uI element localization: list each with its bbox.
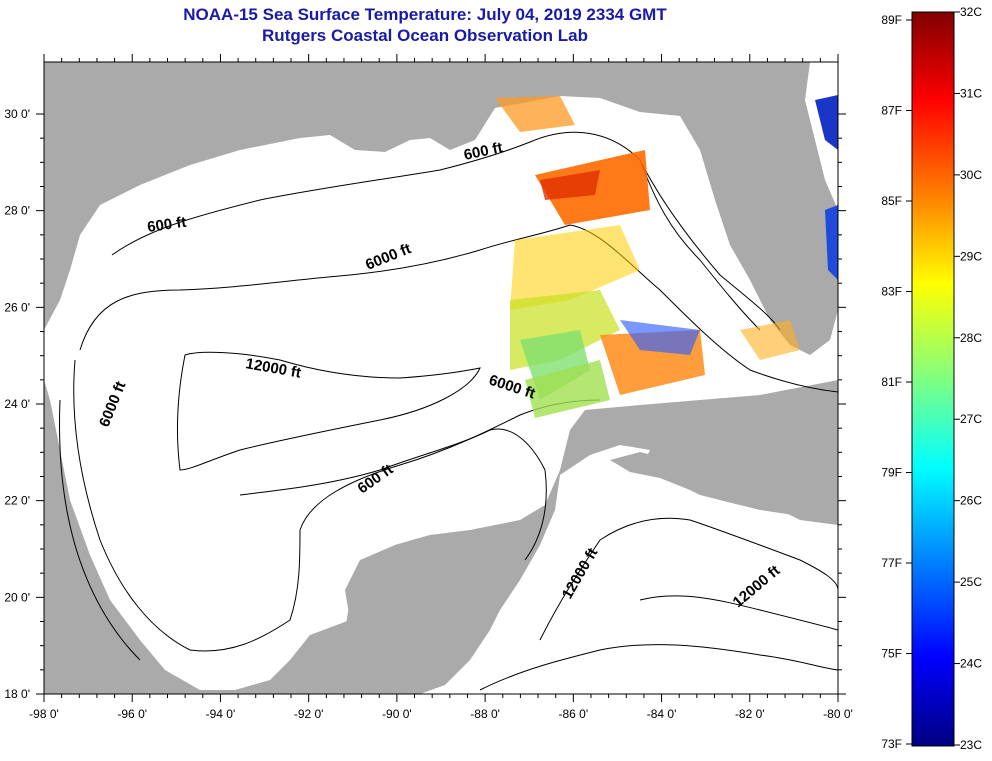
- title-line-1: NOAA-15 Sea Surface Temperature: July 04…: [183, 5, 667, 24]
- colorbar-c-label: 29C: [960, 249, 982, 263]
- colorbar-f-label: 81F: [881, 375, 902, 389]
- sst-patch-south: [525, 360, 610, 418]
- x-tick-label: -82 0': [735, 707, 765, 721]
- colorbar: [911, 11, 955, 747]
- x-tick-label: -96 0': [117, 707, 147, 721]
- y-tick-label: 26 0': [4, 300, 30, 314]
- contour-600ft: [111, 131, 781, 331]
- y-tick-label: 18 0': [4, 687, 30, 701]
- yucatan: [300, 528, 520, 694]
- contour-12000ft-east: [639, 595, 838, 631]
- contour-coast-west: [59, 399, 141, 661]
- colorbar-c-label: 23C: [960, 738, 982, 752]
- y-tick-label: 24 0': [4, 397, 30, 411]
- contour-600ft-yucatan: [239, 428, 547, 561]
- y-tick-label: 20 0': [4, 590, 30, 604]
- x-tick-label: -80 0': [823, 707, 853, 721]
- x-tick-label: -92 0': [294, 707, 324, 721]
- cuba: [610, 452, 838, 522]
- caribbean-sea: [420, 445, 838, 694]
- x-tick-label: -86 0': [559, 707, 589, 721]
- colorbar-c-label: 31C: [960, 86, 982, 100]
- colorbar-c-label: 32C: [960, 5, 982, 19]
- x-tick-label: -90 0': [382, 707, 412, 721]
- contour-12000ft-caribbean: [539, 517, 838, 641]
- x-tick-label: -94 0': [206, 707, 236, 721]
- sst-data-swath: [495, 95, 838, 418]
- colorbar-f-label: 85F: [881, 194, 902, 208]
- sst-patch-shelf: [495, 96, 575, 132]
- title-line-2: Rutgers Coastal Ocean Observation Lab: [262, 26, 588, 45]
- map-frame: [43, 61, 839, 695]
- sst-patch-north-dark: [540, 170, 600, 200]
- chart-title: NOAA-15 Sea Surface Temperature: July 04…: [0, 4, 850, 46]
- colorbar-f-label: 79F: [881, 466, 902, 480]
- colorbar-ticks: 89F 87F 85F 83F 81F 79F 77F 75F 73F 32C 31C 30C 29C 2…: [881, 5, 982, 752]
- colorbar-f-label: 83F: [881, 285, 902, 299]
- colorbar-f-label: 77F: [881, 556, 902, 570]
- colorbar-f-label: 87F: [881, 104, 902, 118]
- gulf-of-mexico: [44, 96, 838, 690]
- contour-florida-shelf: [639, 159, 761, 331]
- sst-patch-blue: [620, 320, 700, 355]
- colorbar-c-label: 28C: [960, 331, 982, 345]
- x-tick-label: -88 0': [470, 707, 500, 721]
- x-axis-ticks: -98 0' -96 0' -94 0' -92 0' -90 0' -88 0' -86 …: [29, 54, 853, 721]
- contour-6000ft: [79, 224, 838, 393]
- depth-contours: [59, 131, 838, 691]
- colorbar-f-label: 73F: [881, 737, 902, 751]
- colorbar-c-label: 30C: [960, 168, 982, 182]
- contour-6000ft-west: [73, 359, 601, 652]
- colorbar-f-label: 89F: [881, 13, 902, 27]
- y-tick-label: 22 0': [4, 494, 30, 508]
- contour-12000ft: [177, 351, 481, 471]
- x-tick-label: -98 0': [29, 707, 59, 721]
- colorbar-f-label: 75F: [881, 647, 902, 661]
- sst-patch-florida-keys: [740, 320, 800, 360]
- colorbar-c-label: 24C: [960, 657, 982, 671]
- sst-patch-east-coast: [825, 205, 838, 280]
- y-tick-label: 28 0': [4, 204, 30, 218]
- contour-label-600ft-west: 600 ft: [146, 214, 187, 236]
- sst-patch-atlantic-blue: [815, 95, 838, 150]
- sst-patch-mid: [510, 225, 640, 310]
- contour-caribbean-shelf: [479, 644, 838, 691]
- colorbar-c-label: 25C: [960, 575, 982, 589]
- y-tick-label: 30 0': [4, 107, 30, 121]
- y-axis-ticks: 30 0' 28 0' 26 0' 24 0' 22 0' 20 0' 18 0': [4, 107, 846, 701]
- colorbar-c-label: 27C: [960, 412, 982, 426]
- x-tick-label: -84 0': [647, 707, 677, 721]
- colorbar-c-label: 26C: [960, 494, 982, 508]
